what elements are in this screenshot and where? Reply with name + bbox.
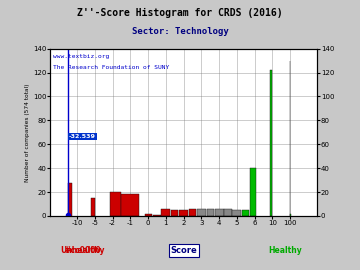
Text: www.textbiz.org: www.textbiz.org [53,54,109,59]
Y-axis label: Number of companies (574 total): Number of companies (574 total) [25,83,30,181]
Bar [250,168,256,216]
Text: #cc0000: #cc0000 [64,246,101,255]
Bar [233,210,241,216]
Bar [109,192,121,216]
Text: Sector: Technology: Sector: Technology [132,27,228,36]
Bar [171,210,178,216]
Text: Z''-Score Histogram for CRDS (2016): Z''-Score Histogram for CRDS (2016) [77,8,283,18]
Bar [197,209,206,216]
Text: Healthy: Healthy [268,246,302,255]
Bar [91,198,95,216]
Bar [68,183,72,216]
Bar [270,70,273,216]
Bar [224,209,231,216]
Bar [161,209,170,216]
Bar [242,210,249,216]
Bar [153,215,161,216]
Bar [215,209,224,216]
Bar [207,209,214,216]
Bar [121,194,139,216]
Bar [144,214,152,216]
Text: The Research Foundation of SUNY: The Research Foundation of SUNY [53,65,169,70]
Text: Score: Score [170,246,197,255]
Bar [189,209,196,216]
Bar [179,210,188,216]
Text: -32.539: -32.539 [69,134,96,139]
Text: Unhealthy: Unhealthy [60,246,105,255]
